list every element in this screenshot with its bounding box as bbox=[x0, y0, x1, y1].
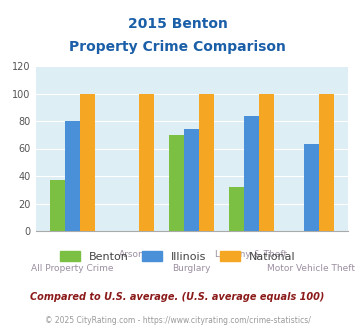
Bar bbox=[304, 145, 319, 231]
Bar bbox=[65, 121, 80, 231]
Bar bbox=[319, 93, 334, 231]
Bar bbox=[229, 187, 244, 231]
Text: Compared to U.S. average. (U.S. average equals 100): Compared to U.S. average. (U.S. average … bbox=[30, 292, 325, 302]
Text: All Property Crime: All Property Crime bbox=[31, 264, 113, 273]
Bar bbox=[140, 93, 154, 231]
Text: Larceny & Theft: Larceny & Theft bbox=[215, 250, 288, 259]
Bar bbox=[80, 93, 94, 231]
Bar bbox=[50, 180, 65, 231]
Bar bbox=[184, 129, 199, 231]
Text: © 2025 CityRating.com - https://www.cityrating.com/crime-statistics/: © 2025 CityRating.com - https://www.city… bbox=[45, 315, 310, 325]
Text: 2015 Benton: 2015 Benton bbox=[127, 16, 228, 30]
Text: Arson: Arson bbox=[119, 250, 145, 259]
Text: Motor Vehicle Theft: Motor Vehicle Theft bbox=[267, 264, 355, 273]
Bar bbox=[169, 135, 184, 231]
Bar bbox=[259, 93, 274, 231]
Bar bbox=[199, 93, 214, 231]
Legend: Benton, Illinois, National: Benton, Illinois, National bbox=[55, 247, 300, 267]
Bar bbox=[244, 115, 259, 231]
Text: Burglary: Burglary bbox=[173, 264, 211, 273]
Text: Property Crime Comparison: Property Crime Comparison bbox=[69, 40, 286, 53]
